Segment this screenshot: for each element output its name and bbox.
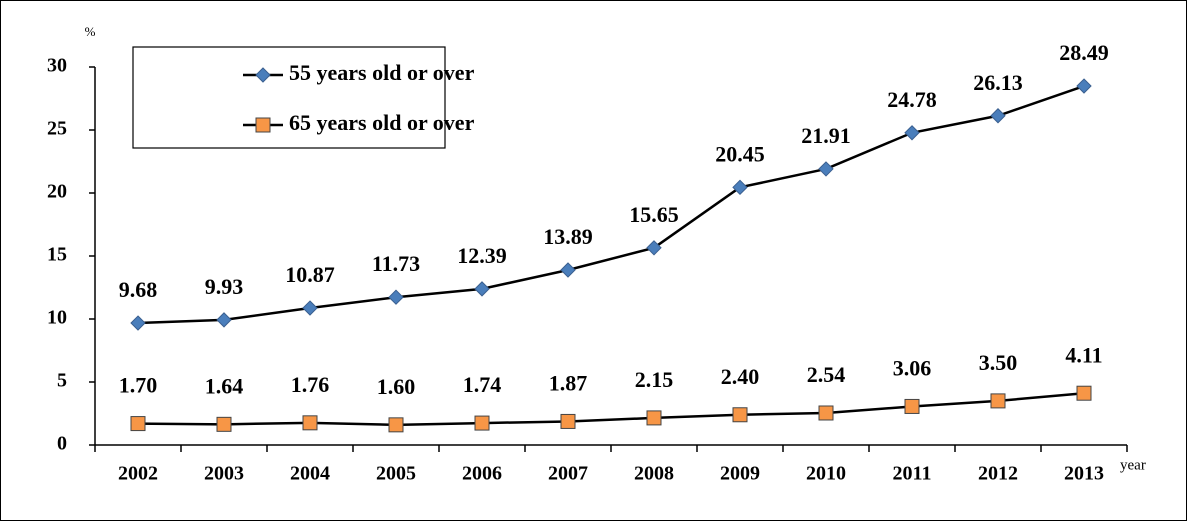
x-tick-label: 2009 <box>720 463 760 485</box>
data-label: 24.78 <box>887 87 937 112</box>
legend-marker <box>255 67 271 83</box>
data-label: 1.76 <box>291 372 330 397</box>
data-label: 1.70 <box>119 373 158 398</box>
data-point <box>388 289 404 305</box>
x-tick-label: 2002 <box>118 463 158 485</box>
x-tick-label: 2013 <box>1064 463 1104 485</box>
x-tick-label: 2011 <box>893 463 932 485</box>
x-tick-label: 2012 <box>978 463 1018 485</box>
data-label: 9.68 <box>119 277 158 302</box>
data-point <box>130 416 146 432</box>
y-tick-label: 25 <box>47 118 67 140</box>
data-label: 26.13 <box>973 70 1023 95</box>
x-tick-label: 2007 <box>548 463 588 485</box>
data-point <box>302 300 318 316</box>
data-label: 4.11 <box>1065 342 1102 367</box>
data-label: 10.87 <box>285 262 335 287</box>
data-label: 9.93 <box>205 274 244 299</box>
data-point <box>646 410 662 426</box>
y-tick-label: 5 <box>57 370 67 392</box>
data-label: 28.49 <box>1059 40 1109 65</box>
y-axis-label: % <box>85 24 96 39</box>
data-label: 11.73 <box>372 251 420 276</box>
data-label: 3.06 <box>893 355 932 380</box>
legend-marker <box>255 117 271 133</box>
legend-box <box>132 46 446 149</box>
data-label: 13.89 <box>543 224 593 249</box>
data-point <box>646 240 662 256</box>
data-label: 1.74 <box>463 372 502 397</box>
x-tick-label: 2006 <box>462 463 502 485</box>
data-label: 12.39 <box>457 243 507 268</box>
data-point <box>818 405 834 421</box>
data-point <box>732 407 748 423</box>
data-point <box>302 415 318 431</box>
data-point <box>130 315 146 331</box>
data-label: 1.60 <box>377 374 416 399</box>
data-point <box>904 398 920 414</box>
data-label: 21.91 <box>801 123 851 148</box>
x-tick-label: 2003 <box>204 463 244 485</box>
data-point <box>388 417 404 433</box>
x-tick-label: 2005 <box>376 463 416 485</box>
series-line <box>137 84 1085 325</box>
data-point <box>474 281 490 297</box>
data-point <box>216 312 232 328</box>
data-point <box>216 416 232 432</box>
data-label: 3.50 <box>979 350 1018 375</box>
x-axis-label: year <box>1120 457 1146 473</box>
data-point <box>990 393 1006 409</box>
data-point <box>474 415 490 431</box>
series-line <box>137 391 1085 427</box>
data-point <box>560 262 576 278</box>
y-tick-label: 0 <box>57 433 67 455</box>
x-tick-label: 2010 <box>806 463 846 485</box>
y-tick-label: 30 <box>47 55 67 77</box>
data-label: 2.40 <box>721 364 760 389</box>
data-label: 2.15 <box>635 367 674 392</box>
data-point <box>560 413 576 429</box>
data-point <box>732 179 748 196</box>
data-label: 15.65 <box>629 202 679 227</box>
y-tick-label: 15 <box>47 244 67 266</box>
y-tick-label: 10 <box>47 307 67 329</box>
x-tick-label: 2004 <box>290 463 330 485</box>
data-point <box>1076 78 1092 94</box>
data-label: 1.87 <box>549 370 588 395</box>
data-label: 2.54 <box>807 362 846 387</box>
x-tick-label: 2008 <box>634 463 674 485</box>
data-point <box>990 108 1006 124</box>
data-point <box>818 161 834 177</box>
y-tick-label: 20 <box>47 181 67 203</box>
data-point <box>1076 385 1092 401</box>
legend-label: 55 years old or over <box>289 60 475 85</box>
data-label: 20.45 <box>715 141 765 166</box>
data-point <box>904 125 920 141</box>
data-label: 1.64 <box>205 373 244 398</box>
legend-label: 65 years old or over <box>289 110 475 135</box>
